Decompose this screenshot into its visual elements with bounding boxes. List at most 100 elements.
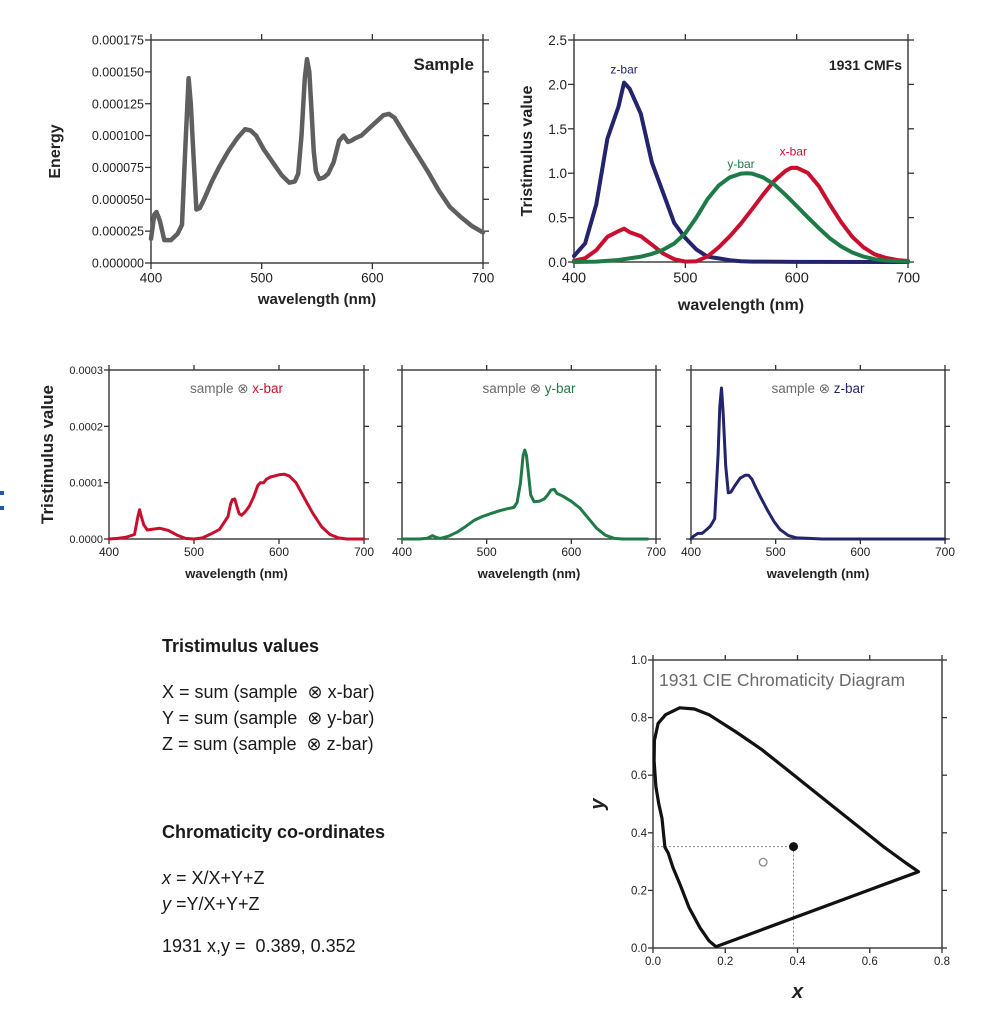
y-tick-label: 2.5 — [548, 33, 567, 48]
chart-title: sample ⊗ x-bar — [190, 381, 284, 396]
y-tick-label: 0.0000 — [69, 534, 103, 546]
title-sample-text: sample — [482, 381, 529, 396]
series-line-z-bar — [572, 80, 910, 264]
y-tick-label: 0.0 — [548, 255, 567, 270]
edge-marker — [0, 491, 4, 495]
title-sample-text: sample — [771, 381, 818, 396]
x-tick-label: 500 — [250, 271, 273, 286]
x-tick-label: 500 — [184, 545, 204, 559]
x-axis-title: x — [791, 981, 804, 1003]
curve-label-y-bar: y-bar — [727, 157, 754, 171]
plot-frame — [652, 659, 943, 949]
x-tick-label: 0.2 — [717, 956, 733, 968]
x-tick-label: 700 — [354, 545, 374, 559]
y-axis-title: y — [587, 798, 609, 811]
plot-frame — [150, 39, 484, 264]
title-cmf-name: y-bar — [541, 381, 576, 396]
x-tick-label: 500 — [477, 545, 497, 559]
x-tick-label: 600 — [850, 545, 870, 559]
series-line-sample — [148, 56, 486, 243]
x-axis-title: wavelength (nm) — [184, 566, 288, 581]
y-tick-label: 0.0002 — [69, 421, 103, 433]
spectral-locus — [652, 706, 921, 949]
y-tick-label: 0.5 — [548, 211, 567, 226]
x-tick-label: 600 — [361, 271, 384, 286]
x-tick-label: 600 — [785, 271, 809, 287]
chart-title: 1931 CMFs — [829, 57, 902, 73]
convolution-symbol: ⊗ — [819, 381, 830, 396]
y-tick-label: 0.0001 — [69, 478, 103, 490]
y-tick-label: 0.000050 — [92, 193, 144, 207]
chromaticity-section: Chromaticity co-ordinates x = X/X+Y+Z y … — [162, 822, 385, 959]
y-tick-label: 0.000150 — [92, 65, 144, 79]
title-sample-text: sample — [190, 381, 237, 396]
cmf-chart: 400 500 600 700 0.0 0.5 1.0 1.5 2.0 2.5 wavelength… — [519, 33, 920, 314]
y-tick-label: 0.000100 — [92, 129, 144, 143]
y-axis-title: Energy — [47, 124, 64, 178]
series-line-sample-z-bar — [689, 386, 947, 541]
y-tick-label: 0.000000 — [92, 257, 144, 271]
x-tick-label: 0.8 — [934, 956, 950, 968]
y-tick-label: 0.4 — [631, 828, 648, 840]
x-tick-label: 500 — [673, 271, 697, 287]
convolution-symbol: ⊗ — [530, 381, 541, 396]
x-tick-label: 0.6 — [862, 956, 878, 968]
series-line-x-bar — [572, 165, 910, 264]
plot-frame — [108, 369, 365, 540]
equation-y: Y = sum (sample ⊗ y-bar) — [162, 708, 375, 728]
x-axis-title: wavelength (nm) — [477, 566, 581, 581]
x-tick-label: 700 — [935, 545, 955, 559]
chromaticity-heading: Chromaticity co-ordinates — [162, 822, 386, 842]
chromaticity-result: 1931 x,y = 0.389, 0.352 — [162, 936, 356, 956]
sample-times-xbar-chart: 400 500 600 700 0.0000 0.0001 0.0002 0.0003 wave… — [38, 365, 374, 581]
x-tick-label: 600 — [269, 545, 289, 559]
x-tick-label: 0.4 — [790, 956, 807, 968]
y-tick-label: 1.5 — [548, 122, 567, 137]
edge-marker — [0, 506, 4, 510]
title-cmf-name: x-bar — [249, 381, 284, 396]
equation-cx-rest: = X/X+Y+Z — [171, 868, 265, 888]
sample-times-zbar-chart: 400 500 600 700 wavelength (nm) sample ⊗ z-ba… — [681, 365, 955, 581]
x-tick-label: 400 — [562, 271, 586, 287]
x-tick-label: 700 — [646, 545, 666, 559]
curve-label-z-bar: z-bar — [610, 63, 637, 77]
sample-spectrum-chart: 400 500 600 700 0.000000 0.000025 0.000050 0.00… — [47, 34, 494, 308]
equation-x: X = sum (sample ⊗ x-bar) — [162, 682, 375, 702]
chart-title: Sample — [414, 55, 474, 74]
series-line-sample-y-bar — [400, 448, 649, 541]
series-line-sample-x-bar — [107, 472, 366, 541]
cie-chromaticity-diagram: 0.0 0.2 0.4 0.6 0.8 0.0 0.2 0.4 0.6 0.8 1.0 x y 1931 … — [587, 655, 950, 1003]
y-tick-label: 0.000125 — [92, 97, 144, 111]
x-tick-label: 700 — [896, 271, 920, 287]
x-tick-label: 400 — [681, 545, 701, 559]
y-tick-label: 0.000075 — [92, 161, 144, 175]
var-y: y — [162, 894, 171, 914]
point-white-point — [758, 857, 768, 867]
convolution-symbol: ⊗ — [237, 381, 248, 396]
equation-z: Z = sum (sample ⊗ z-bar) — [162, 734, 374, 754]
tristimulus-heading: Tristimulus values — [162, 636, 320, 656]
tristimulus-section: Tristimulus values X = sum (sample ⊗ x-b… — [162, 636, 375, 757]
x-tick-label: 600 — [561, 545, 581, 559]
y-tick-label: 0.6 — [631, 770, 647, 782]
chart-title: 1931 CIE Chromaticity Diagram — [659, 670, 905, 690]
x-axis-title: wavelength (nm) — [766, 566, 870, 581]
title-cmf-name: z-bar — [830, 381, 865, 396]
series-line-y-bar — [572, 171, 910, 264]
y-tick-label: 0.0 — [631, 943, 647, 955]
chart-title: sample ⊗ z-bar — [771, 381, 865, 396]
y-axis-title: Tristimulus value — [38, 385, 57, 524]
equation-cx: x = X/X+Y+Z — [162, 865, 385, 891]
x-axis-title: wavelength (nm) — [257, 291, 376, 308]
y-tick-label: 0.8 — [631, 713, 647, 725]
sample-times-ybar-chart: 400 500 600 700 wavelength (nm) sample ⊗ y-ba… — [392, 365, 666, 581]
curve-label-x-bar: x-bar — [780, 144, 807, 158]
equation-cy: y =Y/X+Y+Z — [162, 891, 385, 917]
x-tick-label: 400 — [140, 271, 163, 286]
y-tick-label: 0.000175 — [92, 34, 144, 48]
x-tick-label: 500 — [766, 545, 786, 559]
x-axis-title: wavelength (nm) — [677, 297, 804, 314]
x-tick-label: 400 — [392, 545, 412, 559]
plot-frame — [401, 369, 657, 540]
equation-cy-rest: =Y/X+Y+Z — [171, 894, 260, 914]
